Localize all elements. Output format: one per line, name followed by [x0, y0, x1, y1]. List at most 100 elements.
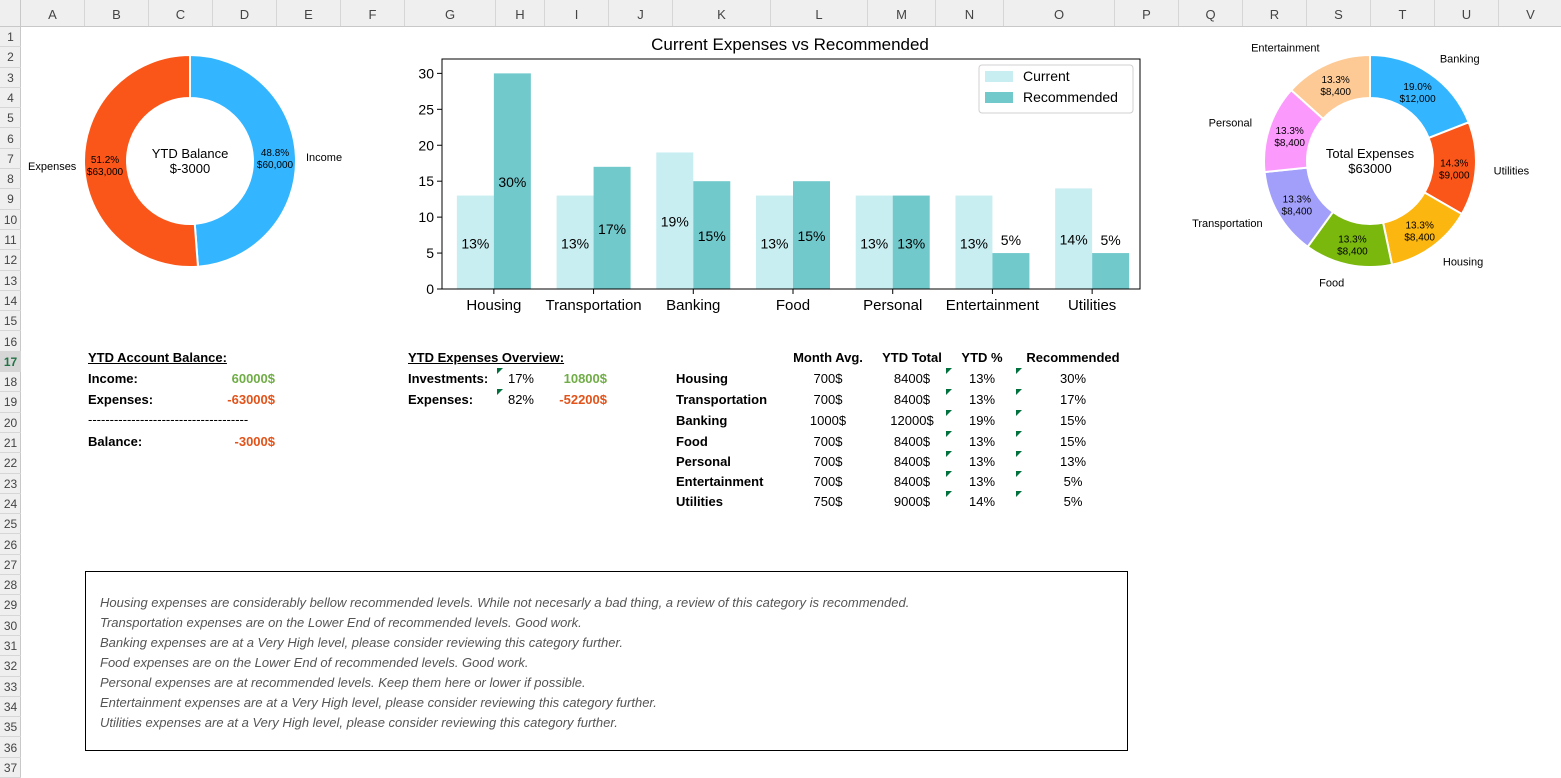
row-header-17[interactable]: 17: [0, 351, 21, 373]
bar-current-banking[interactable]: [656, 152, 694, 289]
row-header-14[interactable]: 14: [0, 291, 21, 312]
row-header-6[interactable]: 6: [0, 129, 21, 149]
ytd-pct-cell[interactable]: 13%: [968, 392, 996, 407]
bar-current-food[interactable]: [756, 195, 793, 289]
row-header-33[interactable]: 33: [0, 677, 21, 697]
category-name[interactable]: Transportation: [676, 392, 768, 407]
category-name[interactable]: Utilities: [676, 494, 723, 509]
bar-recommended-banking[interactable]: [693, 181, 731, 289]
row-header-27[interactable]: 27: [0, 555, 21, 576]
bar-current-entertainment[interactable]: [955, 195, 993, 289]
row-header-30[interactable]: 30: [0, 616, 21, 636]
row-header-4[interactable]: 4: [0, 88, 21, 109]
ytd-balance-donut-chart[interactable]: YTD Balance $-3000 48.8% $60,000 51.2% $…: [22, 40, 362, 280]
expenses-value[interactable]: -63000$: [227, 392, 275, 407]
column-header-h[interactable]: H: [496, 0, 545, 26]
investments-pct[interactable]: 17%: [507, 371, 534, 386]
ytd-pct-cell[interactable]: 13%: [968, 434, 996, 449]
month-avg-cell[interactable]: 700$: [813, 454, 843, 469]
row-header-21[interactable]: 21: [0, 433, 21, 454]
row-header-37[interactable]: 37: [0, 758, 21, 778]
column-header-q[interactable]: Q: [1179, 0, 1243, 26]
bar-current-personal[interactable]: [855, 195, 893, 289]
row-header-36[interactable]: 36: [0, 738, 21, 758]
bar-current-utilities[interactable]: [1055, 188, 1093, 289]
row-header-28[interactable]: 28: [0, 575, 21, 596]
bar-recommended-utilities[interactable]: [1092, 253, 1130, 289]
row-header-13[interactable]: 13: [0, 271, 21, 291]
income-value[interactable]: 60000$: [231, 371, 275, 386]
ytd-pct-cell[interactable]: 13%: [968, 474, 996, 489]
bar-recommended-personal[interactable]: [892, 195, 930, 289]
category-name[interactable]: Housing: [676, 371, 728, 386]
ytd-pct-cell[interactable]: 13%: [968, 454, 996, 469]
column-header-o[interactable]: O: [1004, 0, 1115, 26]
column-header-a[interactable]: A: [21, 0, 85, 26]
row-header-15[interactable]: 15: [0, 311, 21, 332]
column-header-d[interactable]: D: [213, 0, 277, 26]
bar-recommended-housing[interactable]: [493, 73, 531, 289]
overview-expenses-value[interactable]: -52200$: [559, 392, 607, 407]
row-header-10[interactable]: 10: [0, 210, 21, 230]
row-header-3[interactable]: 3: [0, 68, 21, 88]
recommended-cell[interactable]: 5%: [1063, 494, 1083, 509]
row-header-18[interactable]: 18: [0, 372, 21, 393]
month-avg-cell[interactable]: 700$: [813, 434, 843, 449]
row-header-23[interactable]: 23: [0, 474, 21, 494]
row-header-5[interactable]: 5: [0, 108, 21, 129]
row-header-26[interactable]: 26: [0, 535, 21, 555]
recommended-cell[interactable]: 17%: [1059, 392, 1087, 407]
ytd-total-cell[interactable]: 12000$: [890, 413, 934, 428]
row-header-16[interactable]: 16: [0, 332, 21, 352]
column-header-s[interactable]: S: [1307, 0, 1371, 26]
row-header-19[interactable]: 19: [0, 392, 21, 413]
bar-recommended-transportation[interactable]: [593, 166, 631, 289]
total-expenses-donut-chart[interactable]: 19.0%$12,000 Banking 14.3%$9,000 Utilities 1…: [1180, 40, 1550, 290]
recommended-cell[interactable]: 30%: [1059, 371, 1087, 386]
column-header-v[interactable]: V: [1499, 0, 1561, 26]
month-avg-cell[interactable]: 1000$: [809, 413, 847, 428]
row-header-9[interactable]: 9: [0, 189, 21, 210]
column-header-j[interactable]: J: [609, 0, 673, 26]
column-header-r[interactable]: R: [1243, 0, 1307, 26]
bar-current-housing[interactable]: [456, 195, 494, 289]
column-header-f[interactable]: F: [341, 0, 405, 26]
category-name[interactable]: Banking: [676, 413, 728, 428]
ytd-total-cell[interactable]: 9000$: [893, 494, 931, 509]
month-avg-cell[interactable]: 750$: [813, 494, 843, 509]
column-header-c[interactable]: C: [149, 0, 213, 26]
category-name[interactable]: Personal: [676, 454, 731, 469]
row-header-35[interactable]: 35: [0, 717, 21, 738]
ytd-total-cell[interactable]: 8400$: [893, 371, 931, 386]
month-avg-cell[interactable]: 700$: [813, 474, 843, 489]
row-header-31[interactable]: 31: [0, 636, 21, 657]
row-header-8[interactable]: 8: [0, 169, 21, 190]
overview-expenses-pct[interactable]: 82%: [507, 392, 534, 407]
ytd-total-cell[interactable]: 8400$: [893, 434, 931, 449]
row-header-22[interactable]: 22: [0, 453, 21, 474]
column-header-p[interactable]: P: [1115, 0, 1179, 26]
column-header-u[interactable]: U: [1435, 0, 1499, 26]
bar-recommended-entertainment[interactable]: [992, 253, 1030, 289]
column-header-n[interactable]: N: [936, 0, 1004, 26]
category-name[interactable]: Food: [676, 434, 708, 449]
select-all-corner[interactable]: [0, 0, 21, 26]
bar-current-transportation[interactable]: [556, 195, 594, 289]
recommendations-text-box[interactable]: Housing expenses are considerably bellow…: [85, 571, 1128, 751]
column-header-k[interactable]: K: [673, 0, 771, 26]
row-header-7[interactable]: 7: [0, 149, 21, 170]
row-header-25[interactable]: 25: [0, 514, 21, 535]
row-header-1[interactable]: 1: [0, 27, 21, 48]
current-vs-recommended-bar-chart[interactable]: Current Expenses vs Recommended 0 5 10 15 20…: [400, 30, 1160, 325]
recommended-cell[interactable]: 15%: [1059, 434, 1087, 449]
row-header-24[interactable]: 24: [0, 494, 21, 515]
recommended-cell[interactable]: 5%: [1063, 474, 1083, 489]
recommended-cell[interactable]: 13%: [1059, 454, 1087, 469]
column-header-t[interactable]: T: [1371, 0, 1435, 26]
row-header-2[interactable]: 2: [0, 47, 21, 68]
ytd-total-cell[interactable]: 8400$: [893, 454, 931, 469]
row-header-32[interactable]: 32: [0, 656, 21, 677]
column-header-g[interactable]: G: [405, 0, 496, 26]
month-avg-cell[interactable]: 700$: [813, 371, 843, 386]
ytd-pct-cell[interactable]: 19%: [968, 413, 996, 428]
